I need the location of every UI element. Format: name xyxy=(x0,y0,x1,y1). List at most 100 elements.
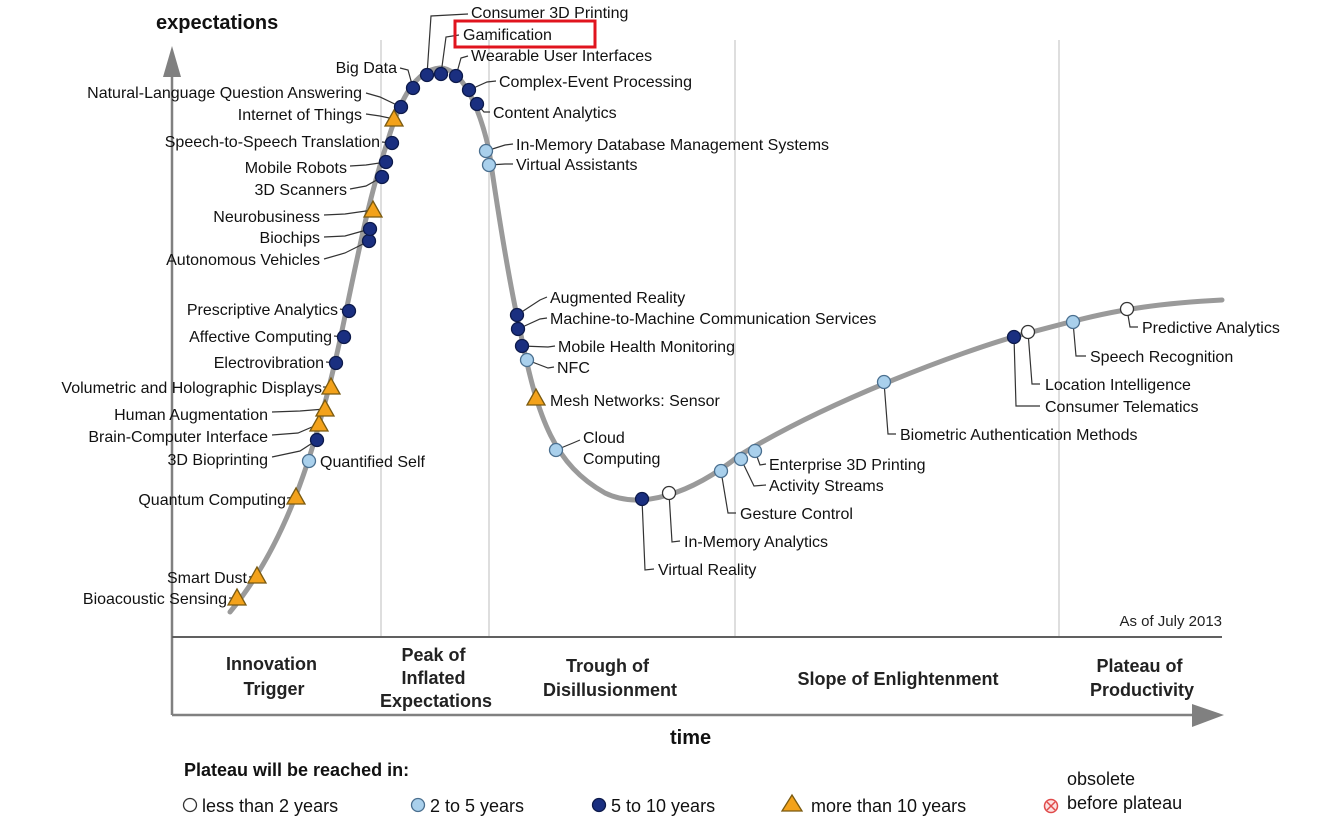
big-data-marker xyxy=(405,80,421,96)
human-augmentation-label: Human Augmentation xyxy=(114,407,268,424)
natural-language-question-answering-leader xyxy=(365,92,402,108)
biometric-authentication-methods-leader xyxy=(883,381,896,435)
location-intelligence-marker xyxy=(1006,329,1022,345)
smart-dust-label: Smart Dust xyxy=(167,570,248,587)
as-of-date: As of July 2013 xyxy=(1119,613,1222,630)
mobile-robots-marker xyxy=(378,154,394,170)
legend-more-than-10-years-icon xyxy=(780,793,804,812)
predictive-analytics-label: Predictive Analytics xyxy=(1142,320,1280,337)
mobile-health-monitoring-leader xyxy=(521,345,556,348)
consumer-3d-printing-marker xyxy=(419,67,435,83)
consumer-telematics-label: Consumer Telematics xyxy=(1045,399,1199,416)
legend-5-to-10-years-icon xyxy=(591,797,607,813)
prescriptive-analytics-marker xyxy=(341,303,357,319)
legend-obsolete-label: obsolete before plateau xyxy=(1067,769,1182,813)
x-axis-arrow xyxy=(1192,704,1224,727)
bioacoustic-sensing-label: Bioacoustic Sensing xyxy=(83,591,227,608)
complex-event-processing-marker xyxy=(461,82,477,98)
smart-dust-marker xyxy=(246,565,268,584)
in-memory-database-management-systems-marker xyxy=(478,143,494,159)
brain-computer-interface-label: Brain-Computer Interface xyxy=(88,429,268,446)
autonomous-vehicles-marker xyxy=(361,233,377,249)
legend-5-to-10-years-label: 5 to 10 years xyxy=(611,796,715,816)
machine-to-machine-communication-services-label: Machine-to-Machine Communication Service… xyxy=(550,311,876,328)
bioacoustic-sensing-marker xyxy=(226,587,248,606)
augmented-reality-leader xyxy=(516,296,548,316)
legend-2-to-5-years-label: 2 to 5 years xyxy=(430,796,524,816)
3d-scanners-label: 3D Scanners xyxy=(255,182,348,199)
legend-obsolete-icon xyxy=(1043,798,1059,814)
x-axis-label: time xyxy=(670,727,711,749)
location-intelligence-leader xyxy=(1013,336,1040,407)
activity-streams-label: Activity Streams xyxy=(769,478,884,495)
y-axis-arrow xyxy=(163,46,181,77)
natural-language-question-answering-marker xyxy=(393,99,409,115)
mobile-health-monitoring-label: Mobile Health Monitoring xyxy=(558,339,735,356)
gesture-control-marker xyxy=(713,463,729,479)
electrovibration-label: Electrovibration xyxy=(214,355,324,372)
in-memory-database-management-systems-label: In-Memory Database Management Systems xyxy=(516,137,829,154)
phase-slope-of-enlightenment: Slope of Enlightenment xyxy=(798,669,999,689)
activity-streams-leader xyxy=(740,458,767,487)
internet-of-things-marker xyxy=(383,108,405,127)
biochips-marker xyxy=(362,221,378,237)
gamification-highlight-box xyxy=(453,19,597,49)
activity-streams-marker xyxy=(733,451,749,467)
machine-to-machine-communication-services-leader xyxy=(517,317,548,330)
speech-recognition-leader xyxy=(1072,321,1086,357)
gesture-control-label: Gesture Control xyxy=(740,506,853,523)
content-analytics-label: Content Analytics xyxy=(493,105,617,122)
technology-labels: Bioacoustic Sensing Smart Dust Quantum Com… xyxy=(61,5,1279,608)
quantum-computing-label: Quantum Computing xyxy=(138,492,286,509)
autonomous-vehicles-label: Autonomous Vehicles xyxy=(166,252,320,269)
speech-to-speech-translation-marker xyxy=(384,135,400,151)
gamification-label: Gamification xyxy=(463,27,552,44)
biometric-authentication-methods-marker xyxy=(876,374,892,390)
hype-curve xyxy=(227,65,1225,615)
gamification-marker xyxy=(433,66,449,82)
wearable-user-interfaces-marker xyxy=(448,68,464,84)
electrovibration-marker xyxy=(328,355,344,371)
biochips-leader xyxy=(323,228,371,238)
phase-innovation-trigger: Innovation Trigger xyxy=(226,654,322,699)
legend-2-to-5-years-icon xyxy=(410,797,426,813)
consumer-telematics-leader xyxy=(1027,331,1040,385)
mesh-networks-sensor-marker xyxy=(525,387,547,406)
human-augmentation-marker xyxy=(314,398,336,417)
wearable-user-interfaces-label: Wearable User Interfaces xyxy=(471,48,652,65)
speech-recognition-label: Speech Recognition xyxy=(1090,349,1233,366)
quantified-self-label: Quantified Self xyxy=(320,454,426,471)
phase-labels: Innovation Trigger Peak of Inflated Expe… xyxy=(226,645,1194,711)
complex-event-processing-label: Complex-Event Processing xyxy=(499,74,692,91)
3d-bioprinting-marker xyxy=(309,432,325,448)
location-intelligence-label: Location Intelligence xyxy=(1045,377,1191,394)
consumer-3d-printing-label: Consumer 3D Printing xyxy=(471,5,628,22)
brain-computer-interface-marker xyxy=(308,413,330,432)
3d-bioprinting-label: 3D Bioprinting xyxy=(168,452,269,469)
in-memory-analytics-leader xyxy=(668,492,681,543)
technology-markers xyxy=(226,66,1135,606)
natural-language-question-answering-label: Natural-Language Question Answering xyxy=(87,85,362,102)
neurobusiness-leader xyxy=(323,209,374,216)
big-data-label: Big Data xyxy=(336,60,397,77)
nfc-leader xyxy=(526,359,555,369)
legend-less-than-2-years-icon xyxy=(182,797,198,813)
legend: Plateau will be reached in: less than 2 … xyxy=(182,760,1182,816)
speech-recognition-marker xyxy=(1065,314,1081,330)
affective-computing-marker xyxy=(336,329,352,345)
biometric-authentication-methods-label: Biometric Authentication Methods xyxy=(900,427,1137,444)
internet-of-things-label: Internet of Things xyxy=(238,107,362,124)
affective-computing-label: Affective Computing xyxy=(189,329,332,346)
prescriptive-analytics-label: Prescriptive Analytics xyxy=(187,302,338,319)
virtual-reality-marker xyxy=(634,491,650,507)
speech-to-speech-translation-label: Speech-to-Speech Translation xyxy=(165,134,380,151)
mobile-health-monitoring-marker xyxy=(514,338,530,354)
augmented-reality-label: Augmented Reality xyxy=(550,290,685,307)
machine-to-machine-communication-services-marker xyxy=(510,321,526,337)
in-memory-analytics-label: In-Memory Analytics xyxy=(684,534,828,551)
neurobusiness-label: Neurobusiness xyxy=(213,209,320,226)
nfc-marker xyxy=(519,352,535,368)
nfc-label: NFC xyxy=(557,360,590,377)
biochips-label: Biochips xyxy=(260,230,320,247)
